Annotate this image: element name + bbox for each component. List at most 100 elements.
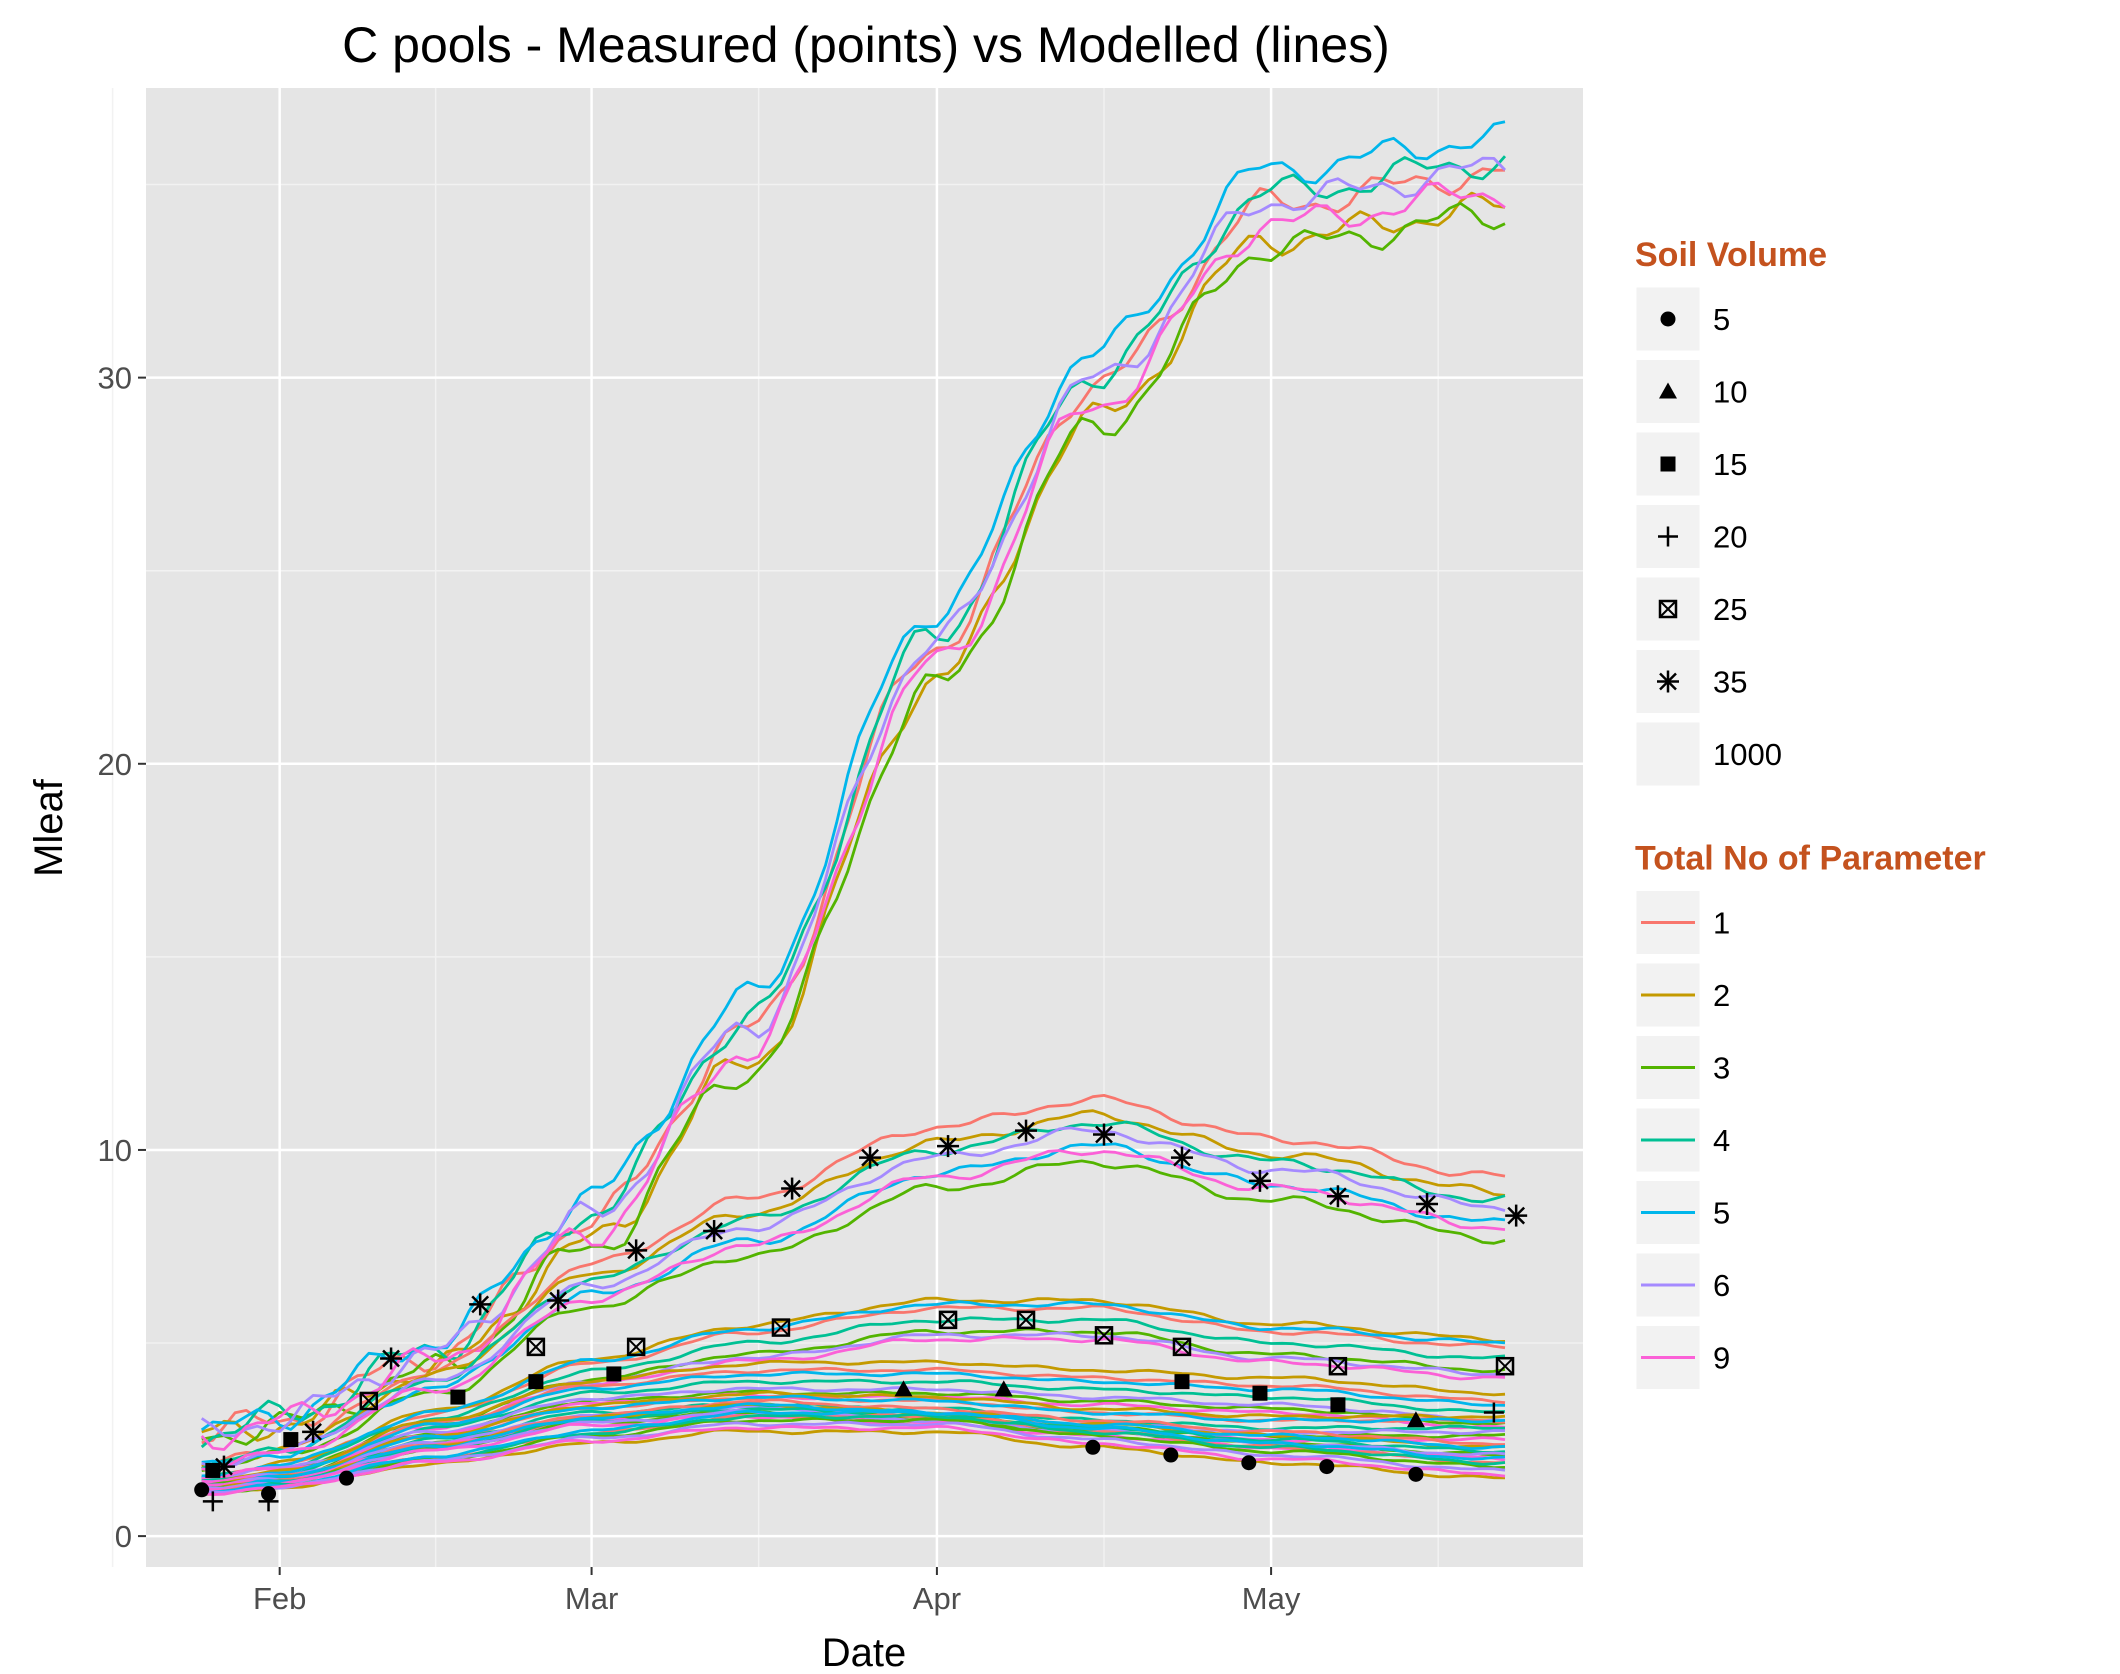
point-soil-35 bbox=[1326, 1185, 1349, 1208]
point-soil-35 bbox=[380, 1347, 403, 1370]
y-axis-title: Mleaf bbox=[27, 778, 71, 877]
point-soil-5 bbox=[1163, 1447, 1179, 1463]
x-tick-label: Feb bbox=[253, 1581, 306, 1616]
point-soil-20 bbox=[202, 1491, 223, 1512]
point-soil-5 bbox=[339, 1470, 355, 1486]
legend-key bbox=[1633, 719, 1703, 789]
x-tick-label: Mar bbox=[565, 1581, 618, 1616]
measured-points bbox=[194, 1119, 1528, 1512]
point-soil-5 bbox=[1241, 1455, 1257, 1471]
legend-key-shape bbox=[1660, 456, 1676, 472]
point-soil-35 bbox=[1170, 1146, 1193, 1169]
legend-label: 5 bbox=[1713, 1196, 1730, 1231]
legend-item: 3 bbox=[1633, 1033, 1730, 1102]
legend-item: 25 bbox=[1633, 574, 1747, 644]
model-line-param-2-soil-5 bbox=[201, 1428, 1506, 1495]
model-line-param-9-soil-1000 bbox=[200, 181, 1506, 1451]
legend-label: 3 bbox=[1713, 1051, 1730, 1086]
point-soil-15 bbox=[1330, 1397, 1346, 1413]
point-soil-25 bbox=[1172, 1337, 1192, 1357]
model-line-param-5-soil-10 bbox=[201, 1402, 1506, 1492]
model-line-param-9-soil-5 bbox=[201, 1425, 1506, 1496]
model-line-param-2-soil-15 bbox=[201, 1359, 1506, 1486]
point-soil-35 bbox=[212, 1455, 235, 1478]
legend-title: Total No of Parameter bbox=[1635, 840, 1986, 878]
y-tick-label: 0 bbox=[115, 1519, 132, 1554]
legend-item: 4 bbox=[1633, 1105, 1730, 1175]
point-soil-35 bbox=[1248, 1169, 1271, 1192]
model-line-param-3-soil-1000 bbox=[201, 202, 1506, 1446]
point-soil-5 bbox=[194, 1482, 210, 1498]
point-soil-35 bbox=[937, 1135, 960, 1158]
x-tick-label: May bbox=[1242, 1581, 1301, 1616]
legend-label: 5 bbox=[1713, 302, 1730, 337]
point-soil-20 bbox=[258, 1491, 279, 1512]
legend-item: 5 bbox=[1633, 284, 1730, 354]
point-soil-20 bbox=[1483, 1402, 1504, 1423]
point-soil-5 bbox=[1085, 1439, 1101, 1455]
y-tick-label: 30 bbox=[98, 361, 132, 396]
point-soil-5 bbox=[1319, 1459, 1335, 1475]
model-line-param-5-soil-15 bbox=[201, 1370, 1506, 1483]
point-soil-25 bbox=[359, 1391, 379, 1411]
point-soil-35 bbox=[547, 1289, 570, 1312]
legend-item: 1 bbox=[1633, 888, 1730, 957]
x-tick-label: Apr bbox=[913, 1581, 961, 1616]
legend-label: 35 bbox=[1713, 665, 1747, 700]
legend-label: 1000 bbox=[1713, 737, 1782, 772]
model-line-param-6-soil-35 bbox=[201, 1126, 1506, 1469]
model-line-param-1-soil-25 bbox=[201, 1304, 1506, 1479]
major-gridlines bbox=[146, 88, 1583, 1567]
legend-item: 6 bbox=[1633, 1250, 1730, 1320]
point-soil-35 bbox=[469, 1293, 492, 1316]
point-soil-25 bbox=[771, 1318, 791, 1337]
point-soil-35 bbox=[781, 1177, 804, 1200]
legend-key-shape bbox=[1660, 311, 1676, 327]
point-soil-35 bbox=[1505, 1204, 1528, 1227]
legend-label: 4 bbox=[1713, 1123, 1730, 1158]
chart-title: C pools - Measured (points) vs Modelled … bbox=[342, 17, 1390, 73]
minor-gridlines bbox=[111, 88, 1583, 1567]
legend-label: 15 bbox=[1713, 447, 1747, 482]
legend-item: 35 bbox=[1633, 647, 1747, 716]
legend-key-shape bbox=[1659, 382, 1677, 399]
legend-key-shape bbox=[1657, 670, 1679, 693]
point-soil-5 bbox=[1408, 1466, 1424, 1482]
legend-key-shape bbox=[1658, 599, 1678, 619]
point-soil-35 bbox=[302, 1420, 325, 1443]
legend-item: 9 bbox=[1633, 1323, 1730, 1392]
model-line-param-4-soil-15 bbox=[201, 1378, 1506, 1483]
point-soil-15 bbox=[205, 1462, 221, 1478]
model-line-param-9-soil-35 bbox=[201, 1149, 1506, 1472]
plot-panel bbox=[146, 88, 1583, 1567]
point-soil-25 bbox=[1094, 1326, 1114, 1345]
point-soil-35 bbox=[1416, 1193, 1439, 1216]
point-soil-35 bbox=[625, 1239, 648, 1262]
point-soil-10 bbox=[1406, 1411, 1425, 1428]
legend-label: 1 bbox=[1713, 906, 1730, 941]
legend-label: 25 bbox=[1713, 592, 1747, 627]
model-line-param-5-soil-20 bbox=[201, 1394, 1506, 1488]
legend-label: 2 bbox=[1713, 978, 1730, 1013]
legend-title: Soil Volume bbox=[1635, 236, 1827, 274]
point-soil-15 bbox=[606, 1366, 622, 1382]
point-soil-15 bbox=[528, 1374, 544, 1390]
model-lines bbox=[200, 120, 1507, 1497]
point-soil-35 bbox=[1015, 1119, 1038, 1142]
legend-key bbox=[1633, 647, 1703, 716]
point-soil-25 bbox=[1328, 1356, 1348, 1376]
model-line-param-9-soil-25 bbox=[201, 1335, 1506, 1481]
point-soil-15 bbox=[1174, 1374, 1190, 1390]
legend-item: 5 bbox=[1633, 1178, 1730, 1247]
model-line-param-6-soil-15 bbox=[201, 1386, 1506, 1485]
model-line-param-4-soil-35 bbox=[201, 1120, 1506, 1470]
legend-item: 15 bbox=[1633, 429, 1747, 499]
legend-label: 9 bbox=[1713, 1341, 1730, 1376]
point-soil-10 bbox=[894, 1380, 913, 1397]
model-line-param-5-soil-5 bbox=[201, 1409, 1506, 1495]
legend-item: 20 bbox=[1633, 502, 1747, 571]
axes: Feb Mar Apr May 0 10 20 30 bbox=[98, 361, 1301, 1616]
point-soil-35 bbox=[1093, 1123, 1115, 1146]
